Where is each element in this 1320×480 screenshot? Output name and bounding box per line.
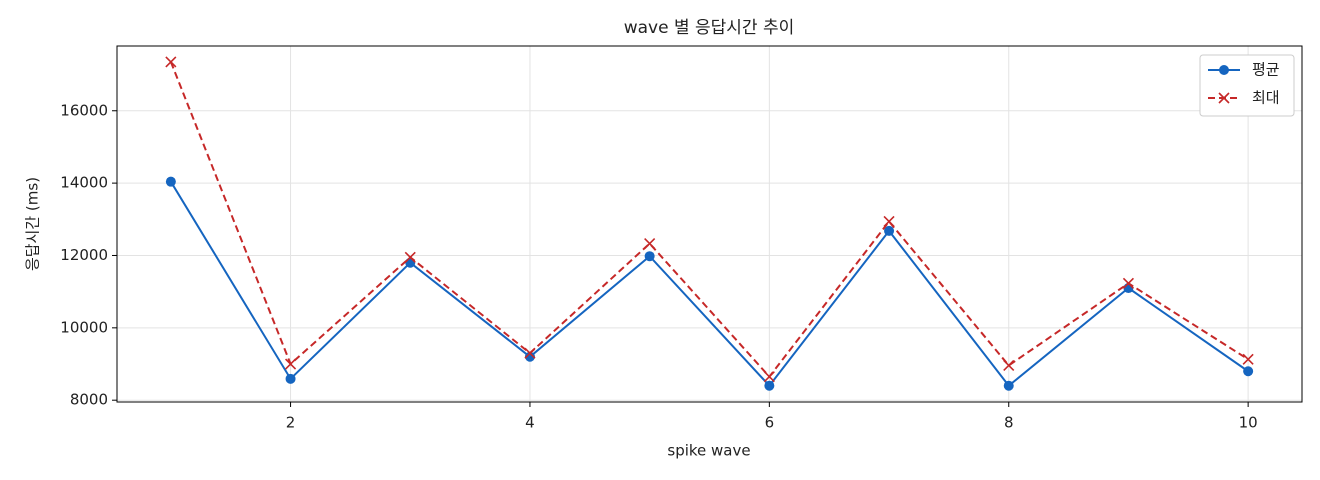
marker <box>524 347 536 359</box>
x-tick-label: 10 <box>1239 414 1258 432</box>
x-tick-label: 2 <box>286 414 296 432</box>
marker <box>1243 366 1254 377</box>
chart-title: wave 별 응답시간 추이 <box>624 18 795 38</box>
legend-box <box>1199 54 1295 117</box>
y-tick-label: 12000 <box>60 246 108 264</box>
marker <box>644 251 655 262</box>
y-tick-label: 8000 <box>70 391 108 409</box>
y-tick-label: 10000 <box>60 318 108 336</box>
marker <box>1122 277 1135 289</box>
x-tick-label: 4 <box>525 414 535 432</box>
y-axis-label: 응답시간 (ms) <box>24 177 42 271</box>
marker <box>1003 380 1014 391</box>
marker <box>763 371 775 383</box>
marker <box>404 251 416 263</box>
marker <box>165 56 177 68</box>
marker <box>1003 359 1015 372</box>
y-tick-label: 14000 <box>60 174 108 192</box>
marker <box>165 176 176 187</box>
marker <box>1242 353 1254 365</box>
marker <box>285 373 296 384</box>
marker <box>644 237 656 250</box>
legend-label: 평균 <box>1252 61 1280 79</box>
marker <box>284 358 297 370</box>
legend-marker <box>1218 92 1230 104</box>
y-tick-label: 16000 <box>60 101 108 119</box>
x-tick-label: 8 <box>1004 414 1014 432</box>
series-line <box>169 61 1249 379</box>
marker <box>883 215 895 228</box>
plot-frame <box>116 45 1303 403</box>
marker <box>524 351 535 362</box>
x-tick-label: 6 <box>765 414 775 432</box>
legend-label: 최대 <box>1252 89 1280 107</box>
series-line <box>170 181 1249 388</box>
legend-marker <box>1219 65 1229 75</box>
marker <box>764 380 775 391</box>
marker <box>884 225 895 236</box>
x-axis-label: spike wave <box>667 442 750 460</box>
